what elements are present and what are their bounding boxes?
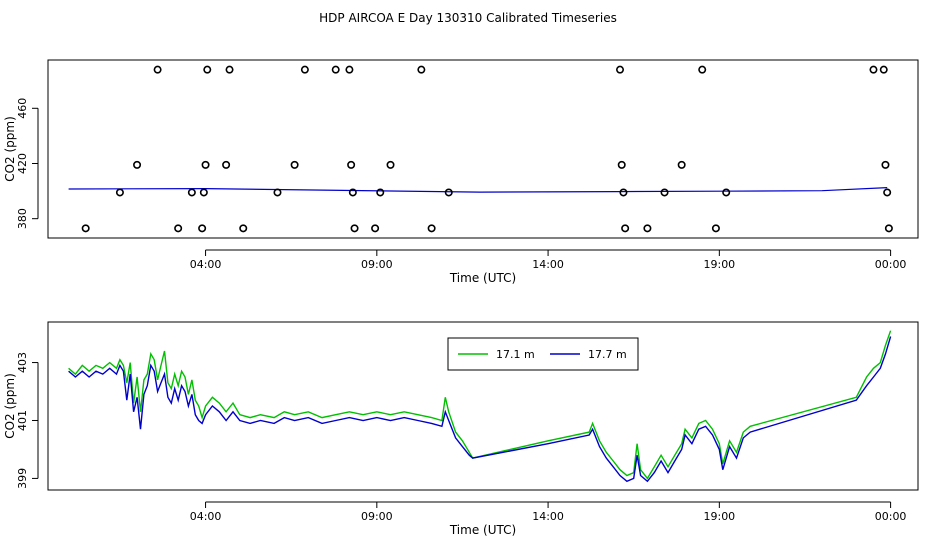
data-point xyxy=(133,160,142,169)
data-point xyxy=(225,65,234,74)
data-point xyxy=(300,65,309,74)
data-point xyxy=(371,224,380,233)
y-tick-label: 399 xyxy=(16,468,29,489)
chart-title: HDP AIRCOA E Day 130310 Calibrated Times… xyxy=(319,11,617,25)
y-tick-label: 420 xyxy=(16,153,29,174)
data-point xyxy=(698,65,707,74)
data-point xyxy=(883,188,892,197)
y-axis-label: CO2 (ppm) xyxy=(3,116,17,182)
data-point xyxy=(350,224,359,233)
plot-frame xyxy=(47,321,919,491)
legend-label-1: 17.7 m xyxy=(588,348,627,361)
data-point xyxy=(187,188,196,197)
x-axis-label: Time (UTC) xyxy=(449,271,516,285)
data-point xyxy=(617,160,626,169)
x-tick-label: 00:00 xyxy=(875,258,907,271)
series-line-1 xyxy=(68,336,892,483)
y-tick-label: 380 xyxy=(16,208,29,229)
data-point xyxy=(616,65,625,74)
y-tick-label: 403 xyxy=(16,352,29,373)
data-point xyxy=(81,224,90,233)
data-point xyxy=(444,188,453,197)
x-tick-label: 19:00 xyxy=(703,258,735,271)
legend: 17.1 m 17.7 m xyxy=(447,337,639,371)
data-point xyxy=(884,224,893,233)
x-tick-label: 09:00 xyxy=(361,258,393,271)
plot-frame xyxy=(47,59,919,239)
data-point xyxy=(722,188,731,197)
data-point xyxy=(386,160,395,169)
data-point xyxy=(711,224,720,233)
data-point xyxy=(881,160,890,169)
legend-label-0: 17.1 m xyxy=(496,348,535,361)
data-point xyxy=(621,224,630,233)
data-point xyxy=(290,160,299,169)
data-point xyxy=(619,188,628,197)
data-point xyxy=(222,160,231,169)
x-tick-label: 14:00 xyxy=(532,258,564,271)
data-point xyxy=(643,224,652,233)
data-point xyxy=(348,188,357,197)
data-point xyxy=(273,188,282,197)
series-line-0 xyxy=(68,187,888,193)
x-tick-label: 19:00 xyxy=(703,510,735,523)
data-point xyxy=(203,65,212,74)
data-point xyxy=(201,160,210,169)
x-tick-label: 04:00 xyxy=(190,258,222,271)
data-point xyxy=(199,188,208,197)
series-line-0 xyxy=(68,330,892,480)
data-point xyxy=(427,224,436,233)
y-tick-label: 460 xyxy=(16,98,29,119)
data-point xyxy=(153,65,162,74)
top-panel: 04:00 09:00 14:00 19:00 00:00 380 420 460 Time (… xyxy=(3,59,919,285)
data-point xyxy=(347,160,356,169)
y-tick-label: 401 xyxy=(16,410,29,431)
data-point xyxy=(879,65,888,74)
x-tick-label: 09:00 xyxy=(361,510,393,523)
data-point xyxy=(869,65,878,74)
x-tick-label: 04:00 xyxy=(190,510,222,523)
data-point xyxy=(198,224,207,233)
x-tick-label: 00:00 xyxy=(875,510,907,523)
data-point xyxy=(417,65,426,74)
data-point xyxy=(239,224,248,233)
x-tick-label: 14:00 xyxy=(532,510,564,523)
data-point xyxy=(331,65,340,74)
data-point xyxy=(660,188,669,197)
data-point xyxy=(174,224,183,233)
y-axis-label: CO2 (ppm) xyxy=(3,373,17,439)
data-point xyxy=(115,188,124,197)
data-point xyxy=(376,188,385,197)
bottom-panel: 04:00 09:00 14:00 19:00 00:00 399 401 403 Time (… xyxy=(3,321,919,537)
data-point xyxy=(345,65,354,74)
data-point xyxy=(677,160,686,169)
x-axis-label: Time (UTC) xyxy=(449,523,516,537)
